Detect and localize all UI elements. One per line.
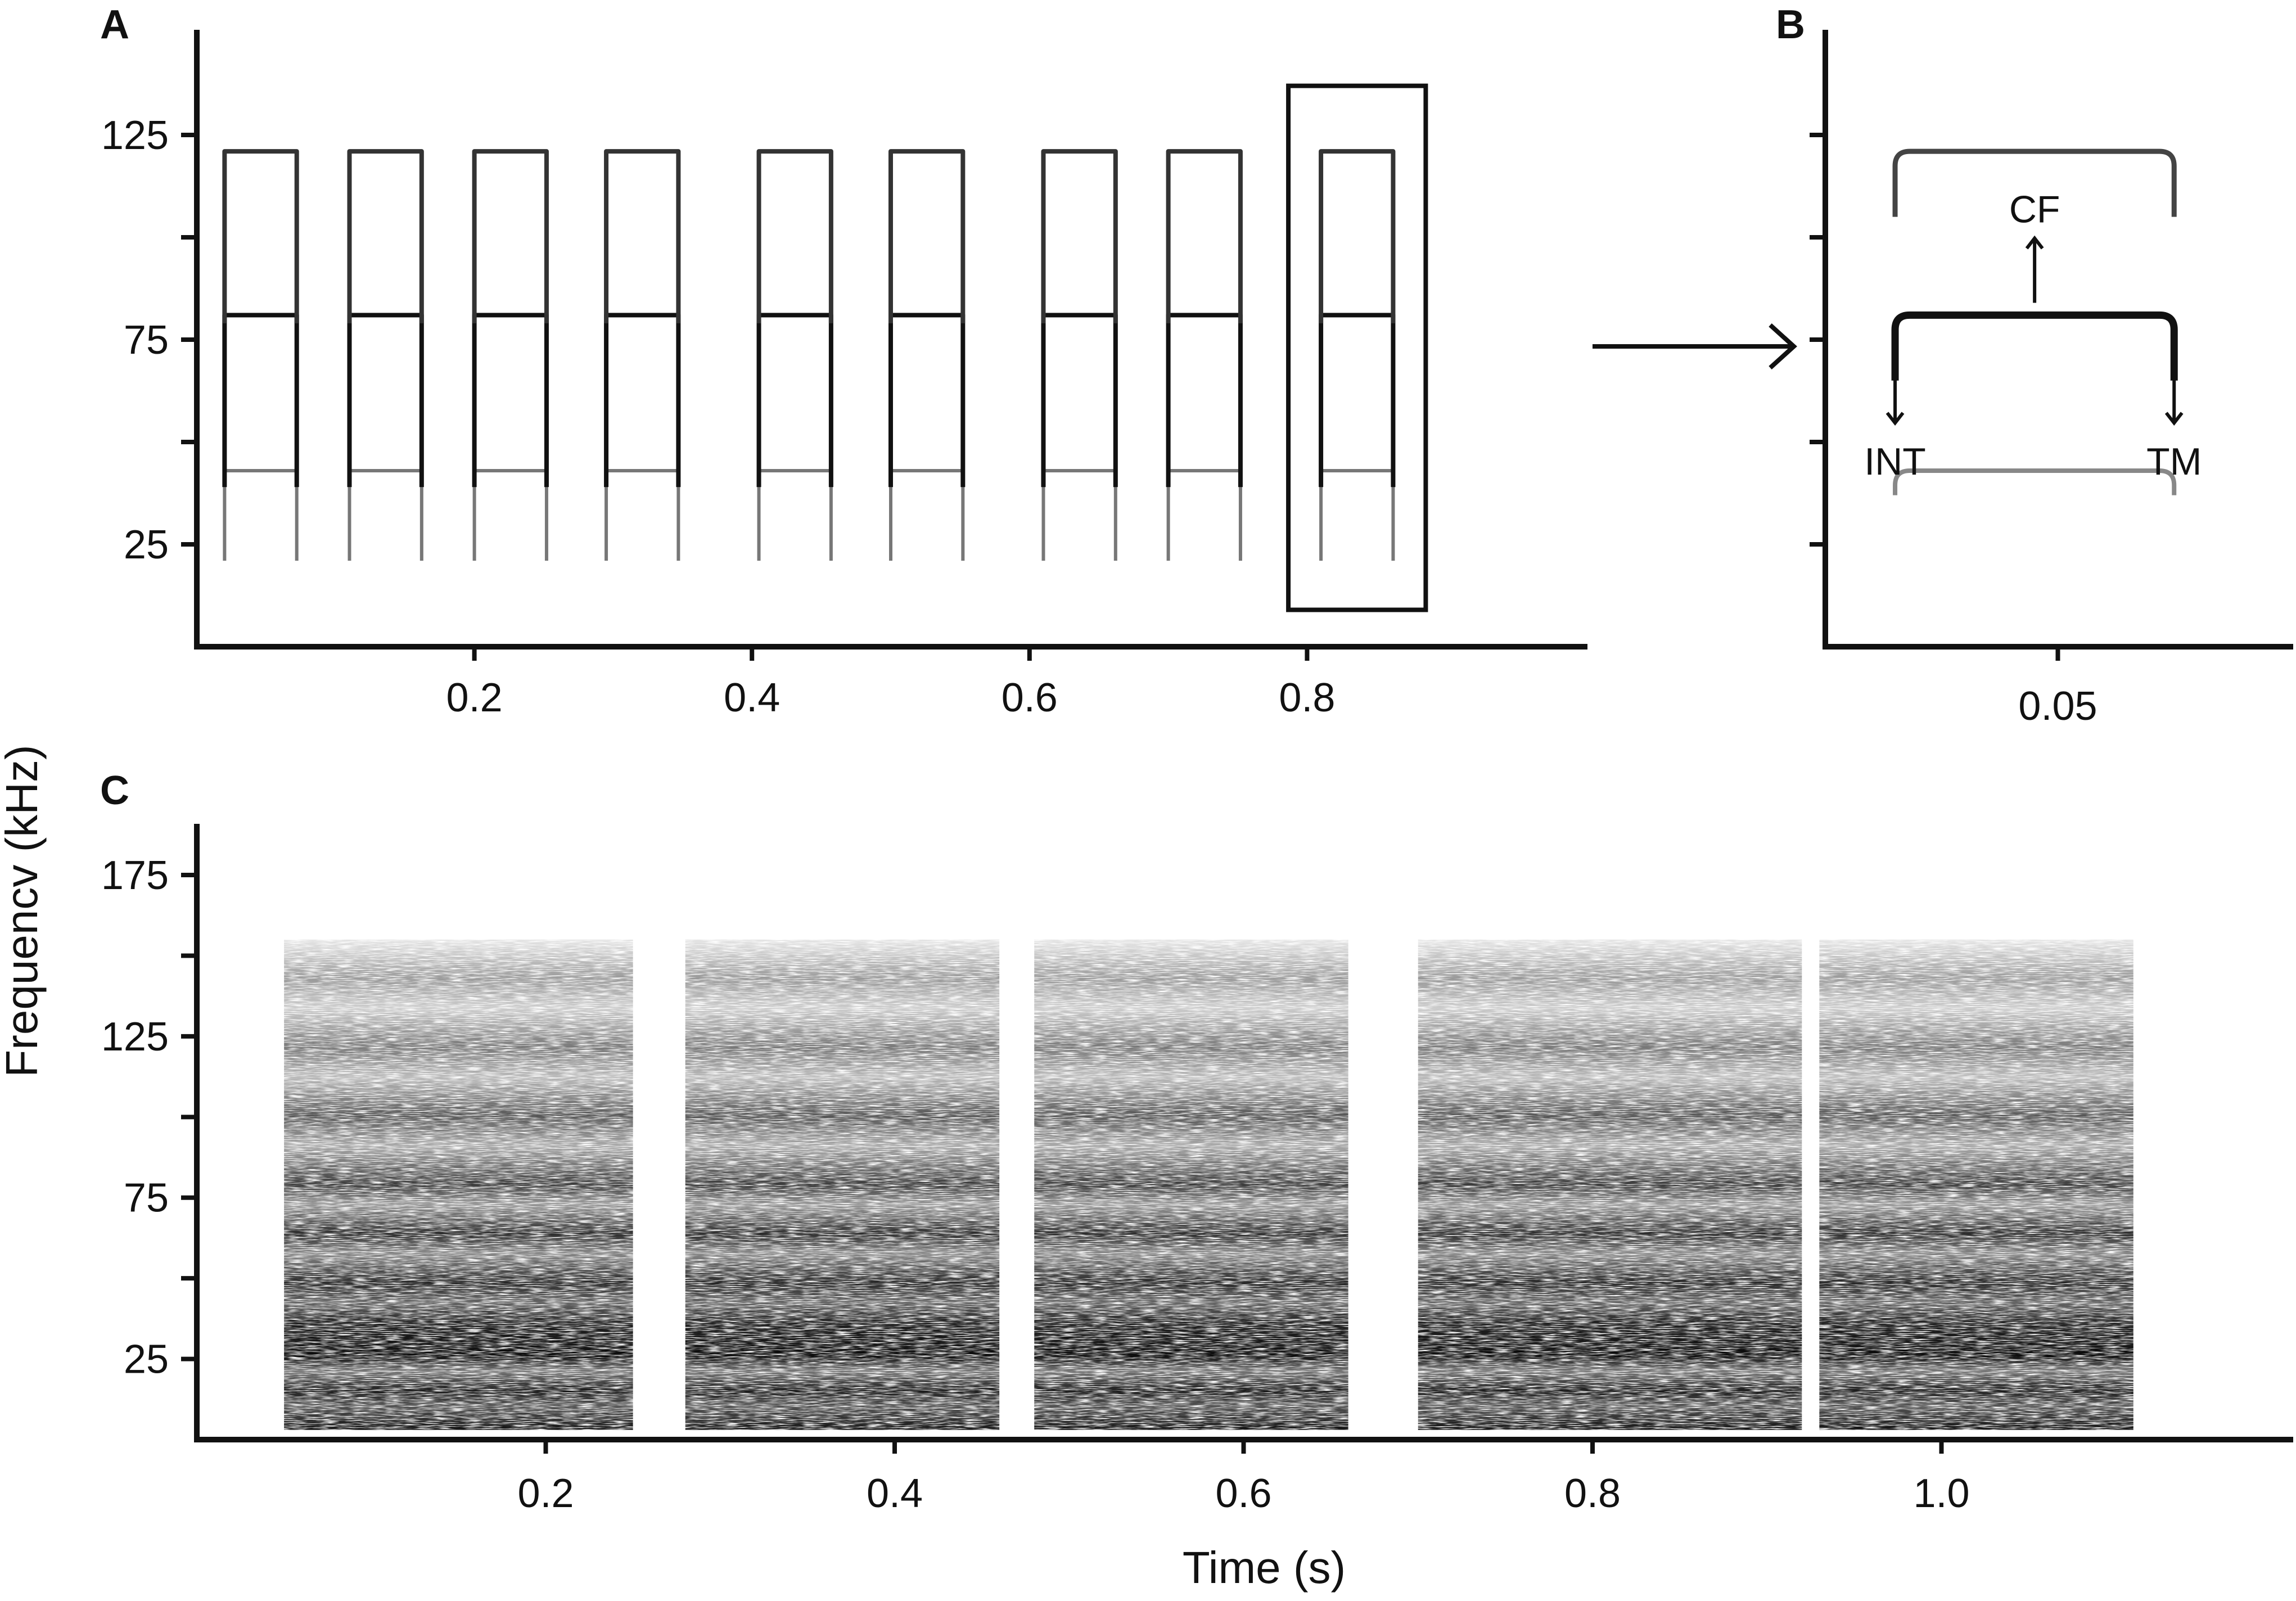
panel-a-call-8-harmonic-3 — [1166, 149, 1243, 323]
panel-c-ytick-label: 25 — [124, 1337, 169, 1382]
panel-c-ytick-label: 75 — [124, 1176, 169, 1221]
x-axis-title: Time (s) — [1183, 1543, 1346, 1593]
panel-a-call-5-harmonic-2 — [756, 313, 833, 488]
panel-a-call-4-harmonic-3 — [604, 149, 681, 323]
panel-c-ytick-label: 125 — [101, 1014, 169, 1059]
panel-b-label-int: INT — [1864, 440, 1926, 483]
panel-a: A 25 75 125 0.2 0.4 0.6 0.8 — [100, 2, 1587, 720]
panel-a-call-5-harmonic-3 — [756, 149, 833, 323]
panel-a-call-9-harmonic-1 — [1319, 468, 1395, 561]
panel-b-axes — [1823, 30, 2293, 650]
panel-b-calls — [1891, 148, 2178, 495]
panel-b-harmonic-1 — [1893, 468, 2177, 495]
panel-letter-a: A — [100, 2, 129, 47]
panel-c-syllable-5 — [1819, 939, 2133, 1430]
panel-a-call-1-harmonic-1 — [223, 468, 299, 561]
panel-c-ticks: 25 75 125 175 0.2 0.4 0.6 0.8 1.0 — [101, 853, 1970, 1516]
panel-a-call-6-harmonic-1 — [889, 468, 965, 561]
panel-a-xtick-label: 0.8 — [1279, 675, 1335, 720]
panel-c-xtick-label: 0.2 — [517, 1471, 574, 1516]
panel-a-calls — [222, 83, 1428, 612]
panel-a-ticks: 25 75 125 0.2 0.4 0.6 0.8 — [101, 113, 1336, 720]
panel-a-call-3-harmonic-3 — [472, 149, 549, 323]
panel-a-xtick-label: 0.2 — [446, 675, 503, 720]
panel-a-call-6-harmonic-2 — [888, 313, 966, 488]
panel-b-label-cf: CF — [2009, 188, 2060, 231]
panel-c-xtick-label: 0.4 — [867, 1471, 923, 1516]
panel-a-call-2-harmonic-1 — [348, 468, 423, 561]
zoom-connector — [1593, 323, 1797, 369]
panel-a-ytick-label: 75 — [124, 318, 169, 363]
panel-b: B 0.05 CF INT TM — [1776, 2, 2293, 729]
panel-c-xtick-label: 0.6 — [1215, 1471, 1271, 1516]
panel-a-call-1-harmonic-3 — [222, 149, 299, 323]
panel-b-harmonic-3 — [1892, 148, 2177, 217]
panel-c-xtick-label: 0.8 — [1564, 1471, 1621, 1516]
panel-c-syllable-3 — [1034, 939, 1348, 1430]
panel-c-ytick-label: 175 — [101, 853, 169, 898]
panel-b-xtick-label: 0.05 — [2018, 684, 2097, 729]
panel-a-call-2-harmonic-3 — [347, 149, 424, 323]
panel-a-ytick-label: 25 — [124, 522, 169, 567]
panel-a-call-4-harmonic-1 — [605, 468, 680, 561]
panel-a-call-3-harmonic-2 — [472, 313, 549, 488]
panel-a-ytick-label: 125 — [101, 113, 169, 158]
panel-a-call-6-harmonic-3 — [888, 149, 966, 323]
panel-a-call-8-harmonic-1 — [1166, 468, 1242, 561]
panel-c: C 25 75 125 175 0.2 0.4 0.6 0.8 1.0 — [100, 768, 2293, 1516]
panel-a-call-7-harmonic-1 — [1041, 468, 1117, 561]
y-axis-title: Frequencv (kHz) — [0, 745, 47, 1077]
panel-letter-c: C — [100, 768, 129, 813]
panel-b-arrow-tm — [2164, 360, 2184, 426]
panel-a-call-9-harmonic-3 — [1319, 149, 1396, 323]
panel-a-call-7-harmonic-2 — [1041, 313, 1118, 488]
panel-a-call-8-harmonic-2 — [1166, 313, 1243, 488]
panel-c-syllables — [284, 939, 2133, 1430]
panel-a-xtick-label: 0.4 — [724, 675, 780, 720]
panel-c-syllable-2 — [685, 939, 1000, 1430]
panel-c-xtick-label: 1.0 — [1913, 1471, 1969, 1516]
panel-a-call-7-harmonic-3 — [1041, 149, 1118, 323]
panel-a-call-1-harmonic-2 — [222, 313, 299, 488]
panel-b-arrow-cf — [2025, 235, 2044, 303]
panel-c-syllable-1 — [284, 939, 633, 1430]
panel-a-call-2-harmonic-2 — [347, 313, 424, 488]
panel-a-xtick-label: 0.6 — [1002, 675, 1058, 720]
panel-a-call-4-harmonic-2 — [604, 313, 681, 488]
panel-b-harmonic-2 — [1891, 311, 2178, 381]
panel-a-call-3-harmonic-1 — [472, 468, 548, 561]
panel-b-label-tm: TM — [2146, 440, 2202, 483]
panel-b-arrow-int — [1885, 360, 1905, 426]
panel-a-axes — [194, 30, 1587, 650]
panel-c-axes — [194, 824, 2293, 1442]
panel-a-call-5-harmonic-1 — [757, 468, 833, 561]
panel-a-highlight-box — [1286, 83, 1428, 612]
panel-c-syllable-4 — [1418, 939, 1802, 1430]
panel-b-annotations: CF INT TM — [1864, 188, 2202, 483]
panel-letter-b: B — [1776, 2, 1805, 47]
panel-a-call-9-harmonic-2 — [1319, 313, 1396, 488]
